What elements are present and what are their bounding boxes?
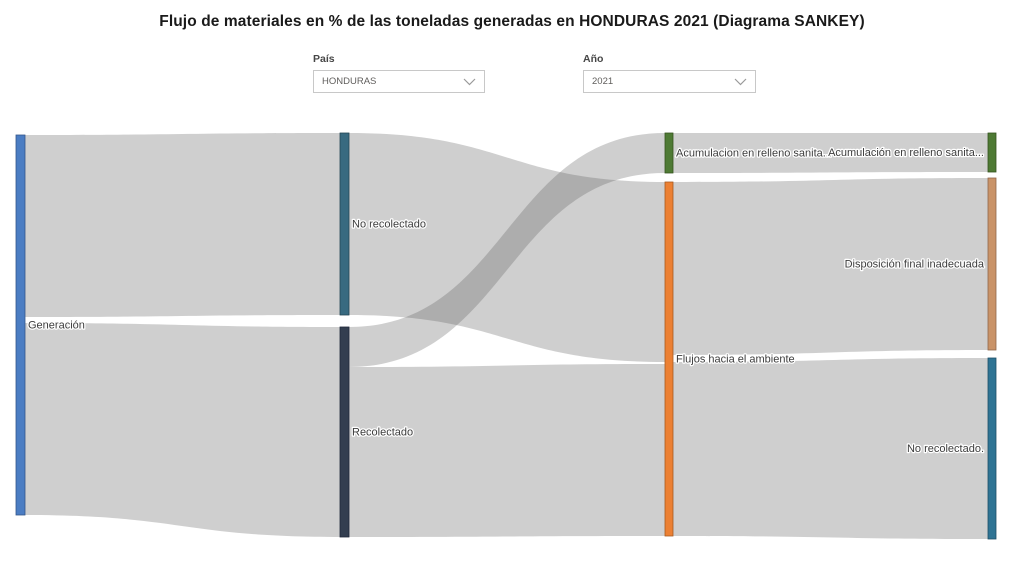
pais-slicer-label: País	[313, 53, 335, 65]
pais-slicer: País HONDURAS	[313, 53, 485, 93]
sankey-node-label-recolectado: Recolectado	[352, 427, 413, 439]
sankey-link-generacion-to-recolectado[interactable]	[25, 323, 340, 537]
sankey-node-label-no-recolectado-final: No recolectado.	[907, 443, 984, 455]
sankey-node-disposicion-inadecuada[interactable]	[987, 177, 997, 351]
page-title: Flujo de materiales en % de las tonelada…	[159, 13, 865, 30]
sankey-node-label-acumulacion-relleno-final: Acumulación en relleno sanita...	[828, 147, 984, 159]
sankey-link-no-recolectado-to-flujos-ambiente[interactable]	[349, 133, 665, 362]
sankey-node-label-flujos-ambiente: Flujos hacia el ambiente	[676, 354, 795, 366]
sankey-link-generacion-to-no-recolectado[interactable]	[25, 133, 340, 317]
sankey-node-no-recolectado[interactable]	[339, 132, 350, 316]
anio-slicer: Año 2021	[583, 53, 756, 93]
anio-slicer-label: Año	[583, 53, 604, 65]
sankey-node-recolectado[interactable]	[339, 326, 350, 538]
sankey-link-recolectado-to-acumulacion-relleno[interactable]	[349, 133, 665, 367]
sankey-link-flujos-ambiente-to-no-recolectado-final[interactable]	[673, 358, 988, 539]
sankey-node-label-generacion: Generación	[28, 320, 85, 332]
sankey-link-recolectado-to-flujos-ambiente[interactable]	[349, 364, 665, 537]
sankey-link-acumulacion-relleno-to-acumulacion-relleno-final[interactable]	[673, 133, 988, 173]
sankey-node-label-no-recolectado: No recolectado	[352, 219, 426, 231]
sankey-node-acumulacion-relleno[interactable]	[664, 132, 674, 174]
sankey-node-flujos-ambiente[interactable]	[664, 181, 674, 537]
sankey-node-label-disposicion-inadecuada: Disposición final inadecuada	[845, 259, 985, 271]
chevron-down-icon	[734, 78, 747, 85]
sankey-node-no-recolectado-final[interactable]	[987, 357, 997, 540]
anio-dropdown-value: 2021	[592, 76, 614, 87]
anio-dropdown[interactable]: 2021	[583, 70, 756, 93]
sankey-node-label-acumulacion-relleno: Acumulacion en relleno sanita...	[676, 148, 832, 160]
sankey-node-acumulacion-relleno-final[interactable]	[987, 132, 997, 173]
pais-dropdown-value: HONDURAS	[322, 76, 377, 87]
pais-dropdown[interactable]: HONDURAS	[313, 70, 485, 93]
sankey-link-flujos-ambiente-to-disposicion-inadecuada[interactable]	[673, 178, 988, 355]
chevron-down-icon	[463, 78, 476, 85]
sankey-node-generacion[interactable]	[15, 134, 26, 516]
